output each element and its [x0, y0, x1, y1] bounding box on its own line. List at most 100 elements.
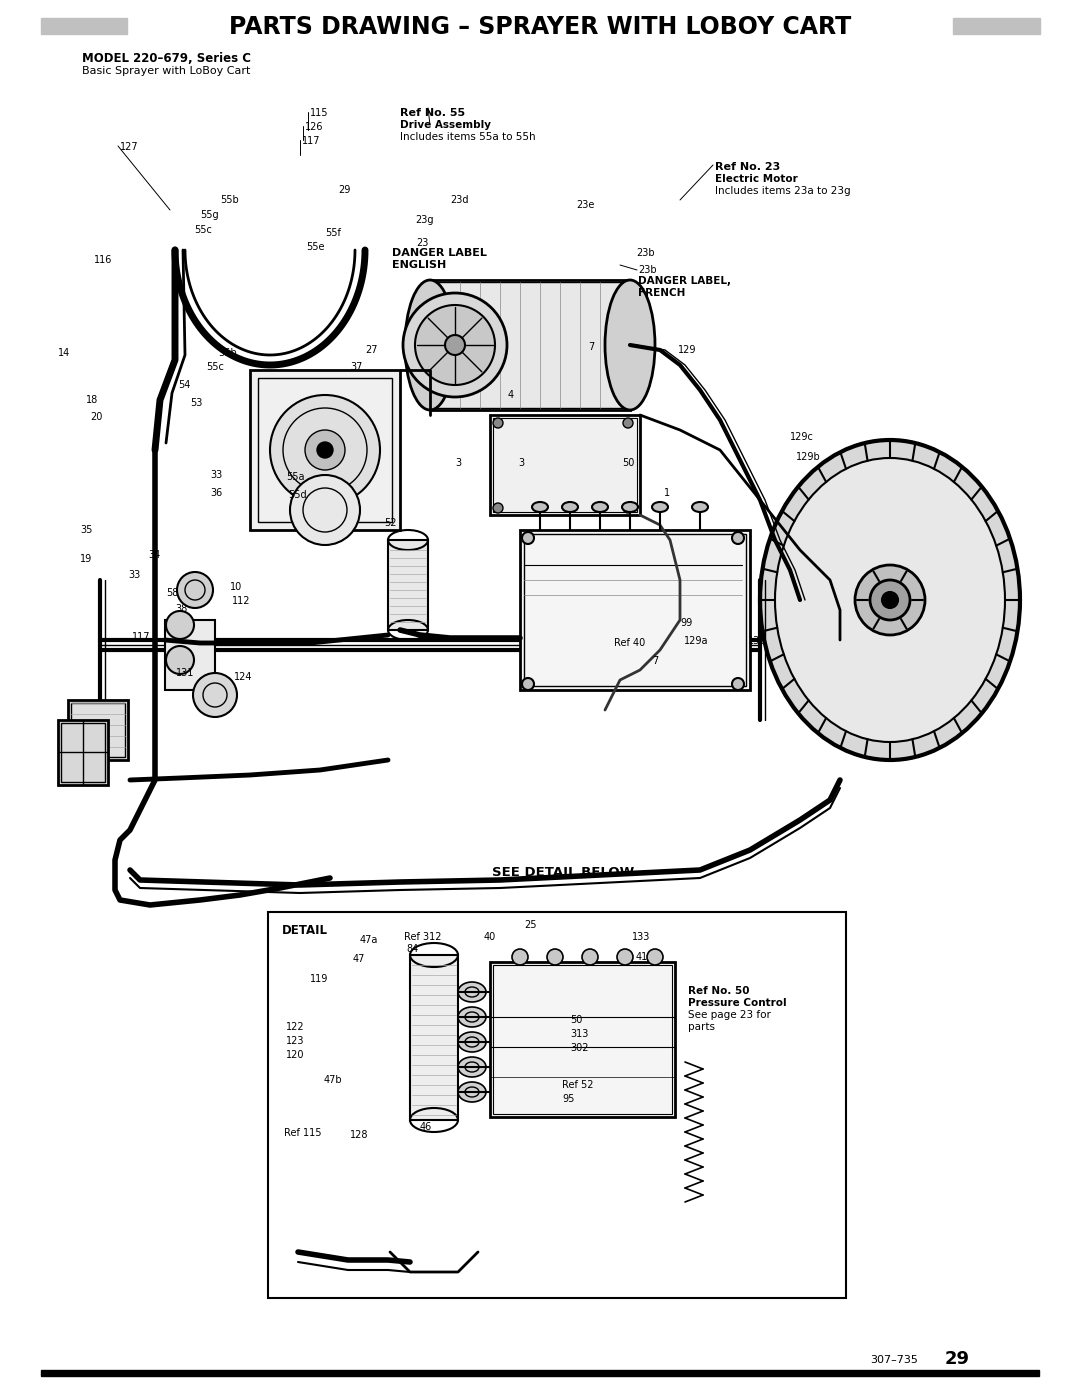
Bar — [68, 700, 129, 760]
Text: Ref No. 23: Ref No. 23 — [715, 162, 780, 172]
Text: 38: 38 — [175, 604, 187, 615]
Ellipse shape — [291, 475, 360, 545]
Text: 33: 33 — [210, 469, 222, 481]
Text: 7: 7 — [588, 342, 594, 352]
Ellipse shape — [512, 949, 528, 965]
Text: PARTS DRAWING – SPRAYER WITH LOBOY CART: PARTS DRAWING – SPRAYER WITH LOBOY CART — [229, 15, 851, 39]
Text: 55d: 55d — [288, 490, 307, 500]
Ellipse shape — [458, 1083, 486, 1102]
Ellipse shape — [270, 395, 380, 504]
Bar — [519, 529, 750, 690]
Text: 50: 50 — [622, 458, 634, 468]
Text: DETAIL: DETAIL — [282, 923, 328, 937]
Bar — [258, 379, 392, 522]
Text: SEE DETAIL BELOW: SEE DETAIL BELOW — [492, 866, 634, 879]
Text: DANGER LABEL: DANGER LABEL — [392, 249, 487, 258]
Ellipse shape — [415, 305, 495, 386]
Text: 55b: 55b — [218, 348, 237, 358]
Text: FRENCH: FRENCH — [638, 288, 686, 298]
Bar — [492, 418, 637, 511]
Text: 23e: 23e — [576, 200, 594, 210]
Text: 129b: 129b — [796, 453, 821, 462]
Text: 120: 120 — [286, 1051, 305, 1060]
Text: 129a: 129a — [684, 636, 708, 645]
Ellipse shape — [692, 502, 708, 511]
Bar — [58, 719, 108, 785]
Text: 14: 14 — [58, 348, 70, 358]
Text: 7: 7 — [652, 657, 658, 666]
Text: Electric Motor: Electric Motor — [715, 175, 798, 184]
Ellipse shape — [562, 502, 578, 511]
Text: 307–735: 307–735 — [870, 1355, 918, 1365]
Text: 123: 123 — [286, 1037, 305, 1046]
Text: 127: 127 — [120, 142, 138, 152]
Bar — [60, 724, 105, 782]
Text: Ref No. 50: Ref No. 50 — [688, 986, 750, 996]
Text: Ref 312: Ref 312 — [404, 932, 442, 942]
Text: 117: 117 — [132, 631, 150, 643]
Text: 4: 4 — [508, 390, 514, 400]
Text: 40: 40 — [484, 932, 496, 942]
Text: 55a: 55a — [286, 472, 305, 482]
Bar — [249, 370, 400, 529]
Ellipse shape — [652, 502, 669, 511]
Text: 23: 23 — [416, 237, 429, 249]
Text: 37: 37 — [350, 362, 363, 372]
Text: Includes items 55a to 55h: Includes items 55a to 55h — [400, 131, 536, 142]
Bar — [430, 279, 630, 409]
Ellipse shape — [458, 1032, 486, 1052]
Text: 34: 34 — [148, 550, 160, 560]
Text: 95: 95 — [562, 1094, 575, 1104]
Text: 3: 3 — [455, 458, 461, 468]
Text: Drive Assembly: Drive Assembly — [400, 120, 491, 130]
Bar — [953, 18, 1040, 34]
Text: Basic Sprayer with LoBoy Cart: Basic Sprayer with LoBoy Cart — [82, 66, 251, 75]
Ellipse shape — [305, 430, 345, 469]
Ellipse shape — [546, 949, 563, 965]
Ellipse shape — [445, 335, 465, 355]
Ellipse shape — [166, 610, 194, 638]
Bar — [410, 956, 458, 1120]
Ellipse shape — [622, 502, 638, 511]
Ellipse shape — [532, 502, 548, 511]
Ellipse shape — [592, 502, 608, 511]
Text: 33: 33 — [129, 570, 140, 580]
Text: 119: 119 — [310, 974, 328, 983]
Ellipse shape — [732, 532, 744, 543]
Ellipse shape — [760, 440, 1020, 760]
Ellipse shape — [405, 279, 455, 409]
Text: 18: 18 — [86, 395, 98, 405]
Ellipse shape — [492, 418, 503, 427]
Ellipse shape — [623, 418, 633, 427]
Text: 53: 53 — [190, 398, 202, 408]
Ellipse shape — [492, 503, 503, 513]
Bar — [490, 963, 675, 1118]
Ellipse shape — [882, 592, 897, 608]
Text: 55f: 55f — [325, 228, 341, 237]
Text: 131: 131 — [176, 668, 194, 678]
Text: Ref 40: Ref 40 — [615, 638, 645, 648]
Text: 47: 47 — [353, 954, 365, 964]
Text: 117: 117 — [302, 136, 321, 147]
Text: 128: 128 — [350, 1130, 368, 1140]
Text: 55b: 55b — [220, 196, 239, 205]
Bar — [71, 703, 125, 757]
Text: 10: 10 — [230, 583, 242, 592]
Text: 99: 99 — [680, 617, 692, 629]
Bar — [165, 620, 215, 690]
Ellipse shape — [318, 441, 333, 458]
Bar — [492, 965, 672, 1113]
Text: 122: 122 — [286, 1023, 305, 1032]
Text: parts: parts — [688, 1023, 715, 1032]
Ellipse shape — [870, 580, 910, 620]
Text: 52: 52 — [384, 518, 396, 528]
Text: 41: 41 — [636, 951, 648, 963]
Text: 19: 19 — [80, 555, 92, 564]
Text: Ref 115: Ref 115 — [284, 1127, 322, 1139]
Ellipse shape — [522, 532, 534, 543]
Text: 35: 35 — [80, 525, 93, 535]
Text: 50: 50 — [570, 1016, 582, 1025]
Ellipse shape — [458, 982, 486, 1002]
Text: 302: 302 — [570, 1044, 589, 1053]
Bar — [490, 415, 640, 515]
